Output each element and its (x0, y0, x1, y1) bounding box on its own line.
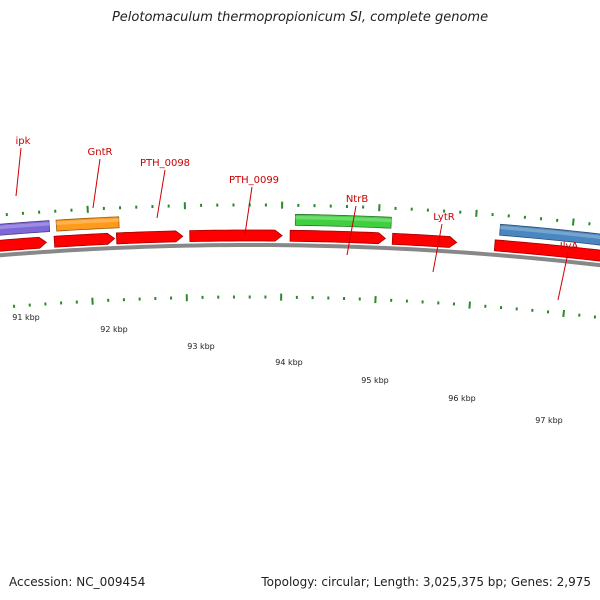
gene-label: NtrB (346, 194, 369, 205)
major-tick (468, 301, 471, 309)
cds-arrow (115, 230, 184, 245)
kbp-tick-label: 92 kbp (100, 325, 128, 334)
gene-feature (0, 220, 51, 236)
gene-feature (55, 216, 120, 232)
gene-leader-line (432, 223, 443, 273)
genome-title: Pelotomaculum thermopropionicum SI, comp… (111, 10, 489, 25)
gene-label: IlvA (560, 241, 579, 252)
cds-arrow (289, 229, 387, 245)
kbp-tick-label: 96 kbp (448, 394, 476, 403)
gene-leader-line (346, 205, 357, 256)
cds-arrow (189, 229, 283, 242)
gene-label: GntR (88, 147, 113, 158)
genome-backbone (0, 242, 600, 268)
gene-label: PTH_0099 (229, 175, 279, 186)
gene-leader-line (156, 169, 166, 219)
kbp-tick-label: 91 kbp (12, 313, 40, 322)
topology-text: Topology: circular; Length: 3,025,375 bp… (261, 575, 591, 589)
gene-leader-line (15, 147, 22, 197)
gene-label: ipk (16, 136, 31, 147)
gene-leader-line (557, 252, 569, 301)
cds-track (0, 229, 600, 262)
cds-arrow (493, 239, 600, 262)
gene-leader-line (92, 158, 101, 209)
gene-leader-line (244, 186, 253, 235)
major-tick (562, 309, 566, 318)
accession-text: Accession: NC_009454 (9, 575, 146, 589)
major-tick (475, 209, 478, 217)
cds-arrow (391, 232, 458, 248)
major-tick (571, 218, 575, 226)
gene-feature (294, 213, 392, 229)
cds-arrow (53, 232, 116, 248)
gene-labels: ipk GntR PTH_0098 PTH_0099 NtrB LytR IlvA (15, 136, 579, 301)
gene-track (0, 213, 600, 246)
kbp-labels: 91 kbp 92 kbp 93 kbp 94 kbp 95 kbp 96 kbp 97 k… (12, 313, 563, 425)
cds-arrow (0, 236, 48, 252)
gene-feature (499, 223, 600, 246)
kbp-tick-label: 93 kbp (187, 342, 215, 351)
gene-label: PTH_0098 (140, 158, 190, 169)
kbp-tick-label: 94 kbp (275, 358, 303, 367)
kbp-tick-label: 95 kbp (361, 376, 389, 385)
gene-label: LytR (433, 212, 454, 223)
kbp-tick-label: 97 kbp (535, 416, 563, 425)
inner-tick-track (12, 293, 597, 319)
